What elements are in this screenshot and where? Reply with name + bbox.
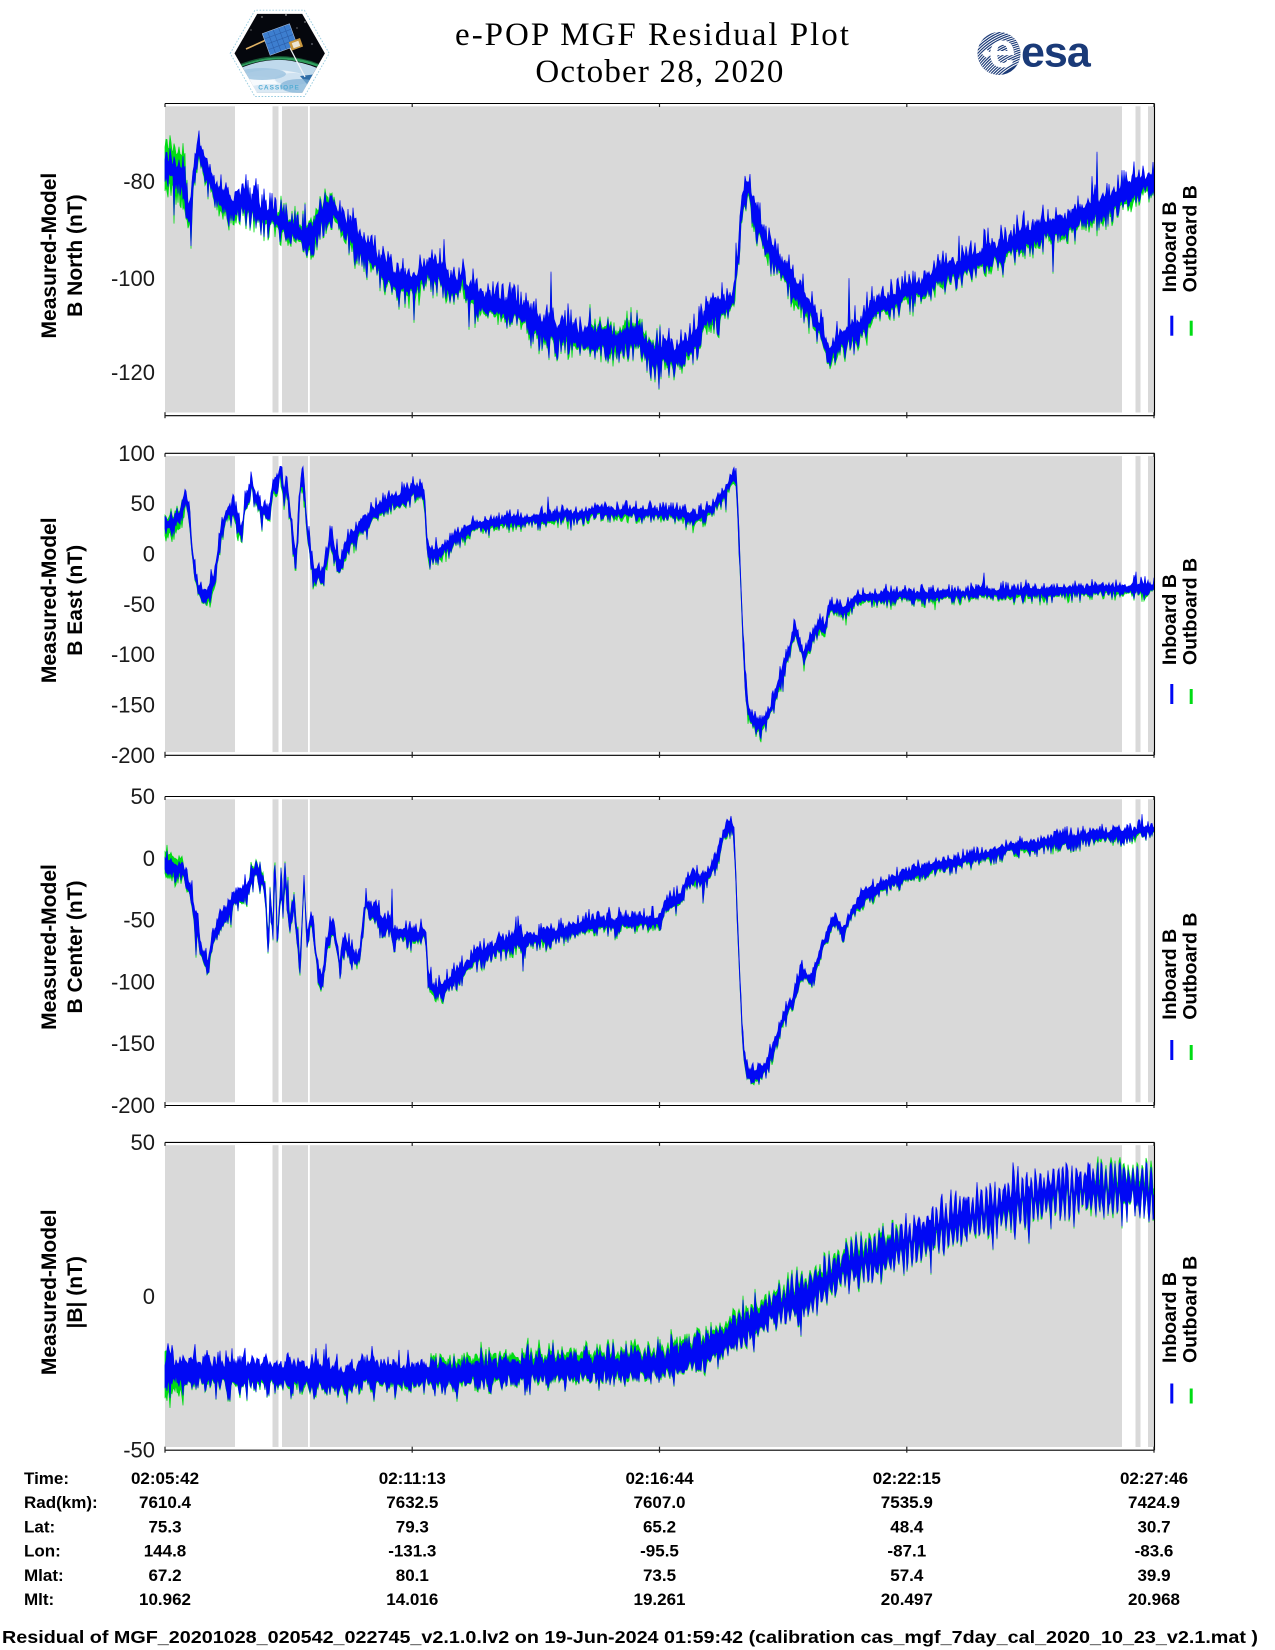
svg-text:Outboard B: Outboard B: [1180, 1256, 1202, 1363]
svg-text:-50: -50: [123, 592, 155, 617]
svg-text:7610.4: 7610.4: [139, 1493, 192, 1512]
svg-text:-95.5: -95.5: [640, 1542, 679, 1561]
svg-text:-50: -50: [123, 1438, 155, 1463]
svg-text:Mlat:: Mlat:: [24, 1566, 64, 1585]
svg-text:esa: esa: [1021, 29, 1092, 77]
svg-text:-120: -120: [111, 360, 155, 385]
svg-text:B North (nT): B North (nT): [64, 194, 87, 316]
svg-text:-100: -100: [111, 642, 155, 667]
svg-text:02:16:44: 02:16:44: [625, 1469, 694, 1488]
svg-text:Inboard B: Inboard B: [1159, 929, 1181, 1020]
svg-text:79.3: 79.3: [396, 1517, 429, 1536]
svg-text:October 28, 2020: October 28, 2020: [535, 54, 784, 90]
svg-text:10.962: 10.962: [139, 1590, 191, 1609]
svg-text:Lat:: Lat:: [24, 1517, 55, 1536]
svg-text:7535.9: 7535.9: [881, 1493, 933, 1512]
svg-text:02:11:13: 02:11:13: [379, 1469, 446, 1488]
svg-text:Rad(km):: Rad(km):: [24, 1493, 98, 1512]
svg-text:39.9: 39.9: [1137, 1566, 1170, 1585]
svg-text:7424.9: 7424.9: [1128, 1493, 1180, 1512]
svg-text:Inboard B: Inboard B: [1159, 201, 1181, 292]
svg-text:Residual of MGF_20201028_02054: Residual of MGF_20201028_020542_022745_v…: [2, 1627, 1258, 1647]
svg-text:0: 0: [143, 542, 155, 567]
svg-text:19.261: 19.261: [634, 1590, 686, 1609]
svg-text:02:05:42: 02:05:42: [131, 1469, 199, 1488]
svg-text:14.016: 14.016: [386, 1590, 438, 1609]
svg-text:48.4: 48.4: [890, 1517, 924, 1536]
svg-text:50: 50: [131, 784, 155, 809]
svg-text:67.2: 67.2: [148, 1566, 181, 1585]
svg-text:e: e: [988, 24, 1015, 78]
svg-text:80.1: 80.1: [396, 1566, 429, 1585]
svg-text:B Center (nT): B Center (nT): [64, 881, 87, 1014]
svg-text:|B| (nT): |B| (nT): [64, 1256, 87, 1328]
svg-text:57.4: 57.4: [890, 1566, 924, 1585]
svg-text:50: 50: [131, 491, 155, 516]
svg-text:75.3: 75.3: [148, 1517, 181, 1536]
svg-text:0: 0: [143, 1284, 155, 1309]
svg-text:Measured-Model: Measured-Model: [38, 173, 61, 339]
svg-text:Measured-Model: Measured-Model: [38, 517, 61, 683]
svg-text:65.2: 65.2: [643, 1517, 676, 1536]
svg-text:-100: -100: [111, 969, 155, 994]
svg-text:Outboard B: Outboard B: [1180, 913, 1202, 1020]
svg-text:-200: -200: [111, 1093, 155, 1118]
svg-text:30.7: 30.7: [1137, 1517, 1170, 1536]
svg-text:Inboard B: Inboard B: [1159, 1272, 1181, 1363]
svg-text:-80: -80: [123, 169, 155, 194]
svg-text:73.5: 73.5: [643, 1566, 676, 1585]
svg-text:02:27:46: 02:27:46: [1120, 1469, 1188, 1488]
svg-text:e-POP MGF Residual Plot: e-POP MGF Residual Plot: [455, 17, 851, 53]
svg-text:7632.5: 7632.5: [386, 1493, 438, 1512]
svg-text:-100: -100: [111, 266, 155, 291]
svg-text:B East (nT): B East (nT): [64, 545, 87, 656]
svg-text:144.8: 144.8: [144, 1542, 187, 1561]
svg-text:Measured-Model: Measured-Model: [38, 1209, 61, 1375]
svg-text:-150: -150: [111, 1031, 155, 1056]
svg-text:-83.6: -83.6: [1135, 1542, 1174, 1561]
svg-text:100: 100: [118, 441, 155, 466]
svg-text:-50: -50: [123, 908, 155, 933]
svg-text:Mlt:: Mlt:: [24, 1590, 54, 1609]
svg-text:0: 0: [143, 846, 155, 871]
svg-text:Measured-Model: Measured-Model: [38, 864, 61, 1030]
svg-text:-87.1: -87.1: [887, 1542, 926, 1561]
svg-text:Time:: Time:: [24, 1469, 69, 1488]
svg-text:20.968: 20.968: [1128, 1590, 1180, 1609]
svg-text:20.497: 20.497: [881, 1590, 933, 1609]
svg-text:CASSIOPE: CASSIOPE: [258, 85, 300, 92]
svg-text:02:22:15: 02:22:15: [873, 1469, 941, 1488]
svg-text:50: 50: [131, 1130, 155, 1155]
svg-text:-131.3: -131.3: [388, 1542, 436, 1561]
svg-text:Outboard B: Outboard B: [1180, 558, 1202, 665]
svg-text:-200: -200: [111, 743, 155, 768]
svg-text:Inboard B: Inboard B: [1159, 574, 1181, 665]
svg-text:-150: -150: [111, 693, 155, 718]
svg-text:Lon:: Lon:: [24, 1542, 61, 1561]
svg-text:Outboard B: Outboard B: [1180, 185, 1202, 292]
svg-text:7607.0: 7607.0: [634, 1493, 686, 1512]
